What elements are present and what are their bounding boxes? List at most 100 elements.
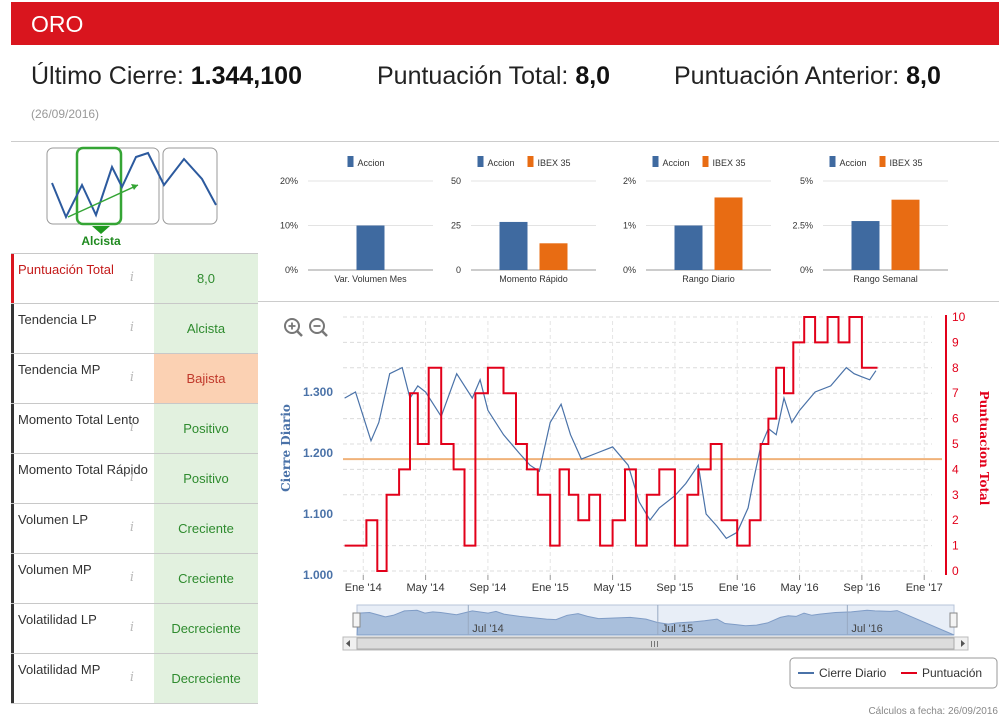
navigator-series [356,609,955,636]
puntuacion-anterior-metric: Puntuación Anterior: 8,0 [674,62,941,91]
info-icon[interactable]: i [129,620,135,635]
x-tick-label: Ene '14 [345,582,382,594]
legend-swatch [347,156,354,167]
navigator-label: Jul '16 [851,623,882,635]
navigator-label: Jul '15 [662,623,693,635]
right-y-tick-label: 6 [952,412,959,426]
indicator-value: 8,0 [154,254,258,303]
indicator-row: Volatilidad MP i Decreciente [11,653,258,703]
y-tick-label: 0% [800,265,813,275]
legend-label: IBEX 35 [713,158,746,168]
y-tick-label: 0% [623,265,636,275]
y-tick-label: 50 [451,176,461,186]
puntuacion-anterior-label: Puntuación Anterior: [674,62,900,90]
section-divider [11,141,999,142]
bar-accion [499,221,528,270]
indicator-label: Puntuación Total [11,254,154,303]
main-chart-legend[interactable]: Cierre Diario Puntuación [789,657,998,689]
scrollbar-thumb[interactable] [356,637,955,650]
y-tick-label: 25 [451,221,461,231]
navigator-handle-right[interactable] [949,612,958,628]
trend-arrow-head [131,184,138,190]
trend-card-selected[interactable] [75,146,123,226]
ultimo-cierre-metric: Último Cierre: 1.344,100 [31,62,302,91]
metrics-date: (26/09/2016) [31,107,100,121]
zoom-in-icon[interactable] [284,318,303,337]
x-tick-label: Ene '17 [906,582,943,594]
x-tick-label: May '15 [593,582,631,594]
mini-chart: Accion IBEX 35 5% 2.5% 0% Rango Semanal [792,156,948,284]
ultimo-cierre-label: Último Cierre: [31,62,184,90]
footer-note: Cálculos a fecha: 26/09/2016 [868,706,998,717]
indicator-label: Volatilidad MP [11,654,154,703]
indicator-row: Puntuación Total i 8,0 [11,253,258,303]
info-icon[interactable]: i [129,270,135,285]
info-icon[interactable]: i [129,470,135,485]
mini-chart-title: Var. Volumen Mes [334,274,407,284]
legend-swatch [652,156,659,167]
scroll-left-arrow-icon[interactable] [346,640,350,647]
trend-sparkline [51,151,217,220]
indicator-label: Volatilidad LP [11,604,154,653]
bar-accion [674,225,703,270]
scroll-grip-icon [651,641,658,647]
legend-label: IBEX 35 [890,158,923,168]
page-title-bar: ORO [11,2,999,45]
trend-pointer-icon [92,226,110,234]
y-tick-label: 2.5% [792,221,813,231]
info-icon[interactable]: i [129,420,135,435]
bar-ibex [539,243,568,270]
mini-chart-title: Momento Rápido [499,274,568,284]
puntuacion-total-value: 8,0 [575,62,611,90]
info-icon[interactable]: i [129,670,135,685]
x-tick-label: Sep '16 [843,582,880,594]
left-y-tick-label: 1.000 [303,568,333,582]
x-tick-label: May '14 [406,582,444,594]
indicator-row: Volatilidad LP i Decreciente [11,603,258,653]
y-tick-label: 0% [285,265,298,275]
indicator-label: Momento Total Rápido [11,454,154,503]
legend-box [789,657,998,689]
navigator-handle-left[interactable] [352,612,361,628]
indicator-label: Momento Total Lento [11,404,154,453]
y-tick-label: 5% [800,176,813,186]
indicator-value: Creciente [154,554,258,603]
right-y-tick-label: 1 [952,539,959,553]
indicator-row: Tendencia MP i Bajista [11,353,258,403]
info-icon[interactable]: i [129,370,135,385]
indicator-value: Creciente [154,504,258,553]
charts-divider [258,301,999,302]
trend-widget[interactable]: Alcista [40,145,224,251]
left-y-tick-label: 1.200 [303,446,333,460]
bar-ibex [714,197,743,270]
x-tick-label: May '16 [780,582,818,594]
info-icon[interactable]: i [129,520,135,535]
mini-chart: Accion IBEX 35 50 25 0 Momento Rápido [451,156,596,284]
legend-label-puntuacion[interactable]: Puntuación [922,666,982,680]
trend-card-right [162,147,218,225]
bar-ibex [891,199,920,270]
legend-swatch [477,156,484,167]
y-tick-label: 2% [623,176,636,186]
legend-label: Accion [840,158,867,168]
puntuacion-total-label: Puntuación Total: [377,62,569,90]
bar-accion [356,225,385,270]
y-tick-label: 1% [623,221,636,231]
indicator-label: Tendencia LP [11,304,154,353]
info-icon[interactable]: i [129,320,135,335]
indicator-value: Decreciente [154,604,258,653]
info-icon[interactable]: i [129,570,135,585]
legend-swatch [702,156,709,167]
y-tick-label: 0 [456,265,461,275]
x-tick-label: Sep '14 [469,582,506,594]
legend-swatch [879,156,886,167]
zoom-out-icon[interactable] [309,318,328,337]
trend-selected-label: Alcista [81,234,121,248]
indicator-row: Momento Total Rápido i Positivo [11,453,258,503]
mini-chart-title: Rango Diario [682,274,735,284]
legend-label-cierre[interactable]: Cierre Diario [819,666,887,680]
legend-label: IBEX 35 [538,158,571,168]
range-navigator[interactable]: Jul '14 Jul '15 Jul '16 [342,604,969,651]
scroll-right-arrow-icon[interactable] [961,640,965,647]
